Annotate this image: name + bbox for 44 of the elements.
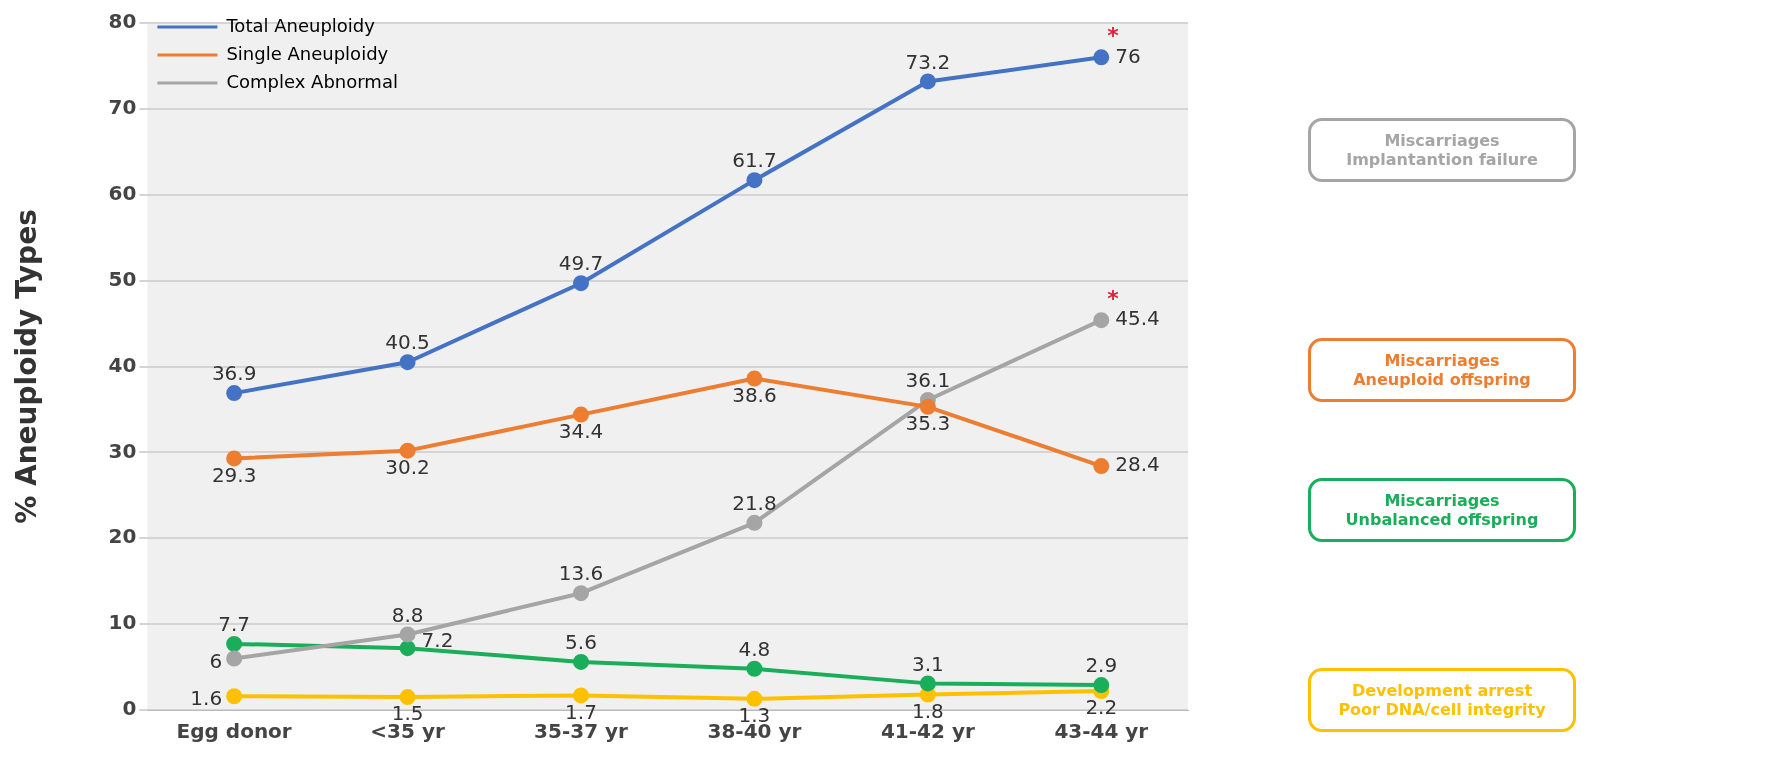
data-label: 73.2: [905, 49, 951, 74]
y-tick-label: 0: [122, 696, 137, 721]
text: Development arrest Poor DNA/cell integrity: [1308, 668, 1576, 732]
data-label: 7.2: [421, 628, 454, 653]
data-label: 7.7: [218, 612, 251, 637]
data-label: 1.6: [190, 686, 223, 711]
data-label: 34.4: [558, 418, 604, 443]
data-label: 4.8: [738, 636, 771, 661]
data-label: 2.2: [1085, 695, 1118, 720]
y-tick-label: 10: [108, 610, 137, 635]
x-tick-label: Egg donor: [176, 719, 292, 744]
legend-label: Complex Abnormal: [226, 70, 398, 92]
data-label: 30.2: [385, 454, 430, 479]
y-tick-label: 60: [108, 180, 137, 205]
text: Miscarriages Aneuploid offspring: [1308, 338, 1576, 402]
data-label: 61.7: [732, 148, 777, 173]
x-tick-label: <35 yr: [370, 719, 445, 744]
y-tick-label: 40: [108, 352, 137, 377]
text: Miscarriages Unbalanced offspring: [1308, 478, 1576, 542]
y-tick-label: 20: [108, 524, 137, 549]
data-label: 49.7: [558, 251, 604, 276]
y-axis-title: % Aneuploidy Types: [10, 209, 44, 524]
x-tick-label: 43-44 yr: [1054, 719, 1149, 744]
y-tick-label: 50: [108, 266, 137, 291]
y-tick-label: 70: [108, 95, 137, 120]
data-label: 6: [209, 648, 223, 673]
data-label: 2.9: [1085, 653, 1118, 678]
data-label: 8.8: [391, 602, 424, 627]
data-label: 38.6: [732, 382, 777, 407]
legend-label: Total Aneuploidy: [225, 14, 376, 36]
data-label: 40.5: [385, 330, 430, 355]
data-label: 35.3: [905, 411, 951, 436]
y-tick-label: 30: [108, 438, 137, 463]
data-label: 36.1: [905, 368, 951, 393]
legend-label: Single Aneuploidy: [226, 42, 389, 64]
text: Miscarriages Implantantion failure: [1308, 118, 1576, 182]
data-label: 3.1: [911, 651, 944, 676]
data-label: 5.6: [565, 630, 597, 655]
data-label: 13.6: [558, 561, 604, 586]
data-label: 21.8: [732, 491, 777, 515]
y-tick-label: 80: [108, 9, 137, 34]
data-label: 36.9: [211, 361, 257, 386]
data-label: 28.4: [1115, 452, 1160, 477]
data-label: 29.3: [211, 462, 257, 487]
